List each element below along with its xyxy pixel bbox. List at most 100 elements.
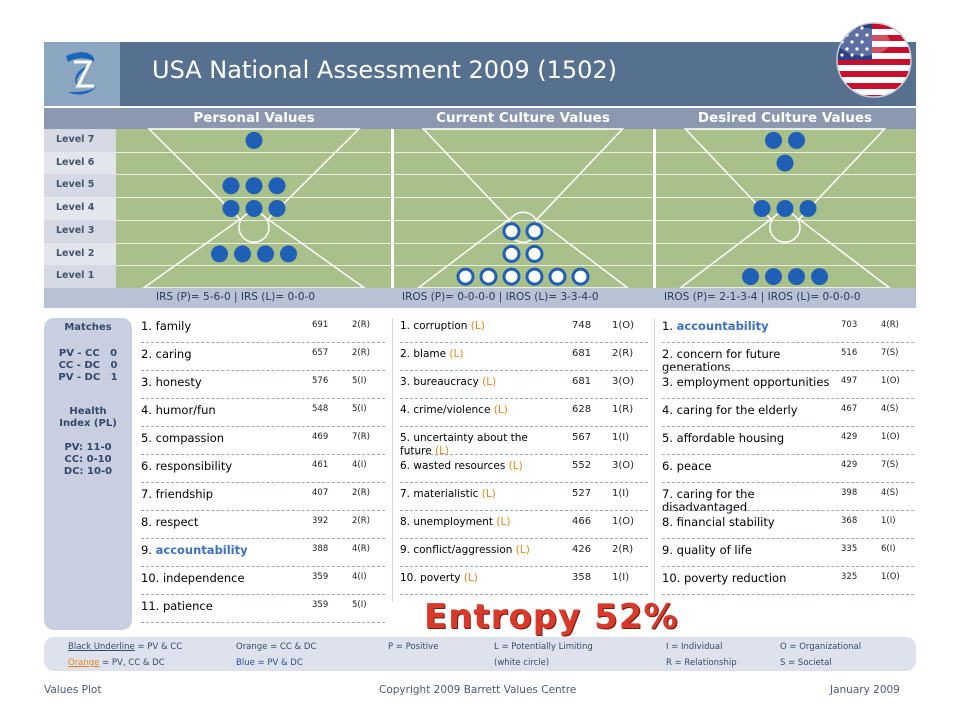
matches-panel [44,318,132,630]
legend-black-underline: Black Underline = PV & CC [68,642,182,652]
level-gridline [116,219,392,221]
item-level-code: 1(I) [881,516,896,526]
item-rank: 7. [141,487,156,501]
level-gridline [654,242,916,244]
item-level-code: 7(S) [881,460,899,470]
row-divider [400,370,648,371]
item-name: friendship [155,487,214,501]
item-score: 703 [841,320,858,330]
item-rank: 1. [400,320,414,332]
item-score: 398 [841,488,858,498]
legend-societal: S = Societal [780,658,832,668]
entropy-score: Entropy 52% [424,597,679,637]
health-index-heading: Health Index (PL) [59,406,117,429]
legend-orange-key: Orange [68,658,100,668]
item-score: 466 [572,516,592,527]
item-limiting-tag: (L) [478,488,496,500]
list-item: 5. affordable housing 429 1(O) [662,432,914,460]
item-level-code: 1(O) [612,320,635,331]
level-gridline [392,174,654,176]
item-name: humor/fun [155,403,216,417]
list-item: 7. materialistic (L) 527 1(I) [400,488,648,516]
level-gridline [116,197,392,199]
list-item: 7. friendship 407 2(R) [141,488,385,516]
item-name: quality of life [676,543,752,557]
legend-black-underline-key: Black Underline [68,642,135,652]
item-name: independence [162,571,245,585]
row-divider [141,566,385,567]
item-rank: 3. [141,375,156,389]
irs-desired: IROS (P)= 2-1-3-4 | IROS (L)= 0-0-0-0 [664,291,861,303]
item-rank: 7. [400,488,414,500]
item-score: 467 [841,404,858,414]
row-divider [662,510,914,511]
item-level-code: 1(O) [881,376,900,386]
row-divider [141,510,385,511]
item-rank: 10. [400,572,421,584]
item-level-code: 4(I) [352,572,367,582]
list-item: 1. accountability 703 4(R) [662,320,914,348]
column-heading-current: Current Culture Values [436,110,610,126]
item-score: 548 [312,404,329,414]
item-level-code: 1(O) [612,516,635,527]
item-name: unemployment [413,516,494,528]
column-heading-desired: Desired Culture Values [697,110,873,126]
item-score: 567 [572,432,592,443]
item-score: 516 [841,348,858,358]
list-item: 3. employment opportunities 497 1(O) [662,376,914,404]
health-index-lines: PV: 11-0 CC: 0-10 DC: 10-0 [63,442,113,477]
list-divider [654,318,655,602]
matches-heading: Matches [64,322,112,333]
level-label: Level 4 [44,197,116,220]
row-divider [400,398,648,399]
item-level-code: 1(I) [612,432,630,443]
level-gridline [654,219,916,221]
legend-orange-desc: = PV, CC & DC [99,658,165,668]
item-rank: 5. [400,432,414,444]
item-score: 368 [841,516,858,526]
item-score: 552 [572,460,592,471]
item-name: accountability [676,319,769,333]
item-score: 628 [572,404,592,415]
level-gridline [392,265,654,267]
item-name: family [155,319,192,333]
item-level-code: 1(O) [881,572,900,582]
irs-personal: IRS (P)= 5-6-0 | IRS (L)= 0-0-0 [156,291,316,303]
usa-flag-icon [834,20,914,100]
item-name: financial stability [676,515,775,529]
row-divider [662,426,914,427]
item-rank: 9. [400,544,414,556]
item-level-code: 4(I) [352,460,367,470]
item-level-code: 4(S) [881,404,899,414]
row-divider [662,398,914,399]
item-rank: 1. [141,319,156,333]
column-heading-personal: Personal Values [193,110,315,126]
item-score: 681 [572,348,592,359]
item-limiting-tag: (L) [467,320,485,332]
list-item: 4. crime/violence (L) 628 1(R) [400,404,648,432]
list-item: 11. patience 359 5(I) [141,600,385,628]
item-level-code: 7(R) [352,432,370,442]
item-level-code: 2(R) [352,516,370,526]
item-name: blame [413,348,447,360]
barrett-logo-icon [66,52,96,95]
row-divider [400,342,648,343]
item-level-code: 2(R) [612,544,634,555]
level-gridline [116,151,392,153]
item-level-code: 2(R) [352,320,370,330]
row-divider [662,482,914,483]
level-gridline [654,197,916,199]
row-divider [400,454,648,455]
item-name: wasted resources [413,460,506,472]
level-label: Level 3 [44,219,116,243]
item-limiting-tag: (L) [431,445,450,457]
list-item: 9. conflict/aggression (L) 426 2(R) [400,544,648,572]
item-name: honesty [155,375,202,389]
item-level-code: 3(O) [612,376,635,387]
item-name: employment opportunities [676,375,830,389]
item-name: responsibility [155,459,233,473]
list-item: 3. honesty 576 5(I) [141,376,385,404]
page-title: USA National Assessment 2009 (1502) [152,56,618,84]
item-score: 429 [841,460,858,470]
matches-lines: PV - CC 0 CC - DC 0 PV - DC 1 [58,348,118,383]
